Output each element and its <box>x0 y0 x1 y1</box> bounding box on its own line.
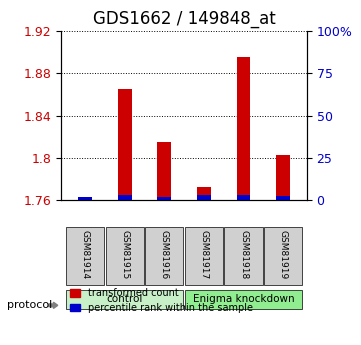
Bar <box>118 195 132 200</box>
FancyBboxPatch shape <box>106 227 144 285</box>
FancyBboxPatch shape <box>145 227 183 285</box>
Bar <box>276 196 290 200</box>
Text: GSM81914: GSM81914 <box>81 230 90 279</box>
FancyBboxPatch shape <box>264 227 302 285</box>
Text: GSM81917: GSM81917 <box>199 230 208 279</box>
Text: GSM81916: GSM81916 <box>160 230 169 279</box>
Bar <box>197 187 211 200</box>
Text: GSM81915: GSM81915 <box>120 230 129 279</box>
Bar <box>236 195 251 200</box>
Bar <box>197 195 211 200</box>
Title: GDS1662 / 149848_at: GDS1662 / 149848_at <box>93 10 275 28</box>
Legend: transformed count, percentile rank within the sample: transformed count, percentile rank withi… <box>66 284 257 317</box>
Bar <box>118 89 132 200</box>
FancyBboxPatch shape <box>66 290 183 309</box>
Bar <box>276 155 290 200</box>
Text: protocol: protocol <box>7 300 52 310</box>
Bar <box>157 197 171 200</box>
FancyBboxPatch shape <box>225 227 262 285</box>
Bar <box>157 142 171 200</box>
Text: control: control <box>106 294 143 304</box>
FancyBboxPatch shape <box>66 227 104 285</box>
Text: GSM81919: GSM81919 <box>279 230 288 279</box>
Bar <box>78 197 92 200</box>
Text: GSM81918: GSM81918 <box>239 230 248 279</box>
Bar <box>78 199 92 200</box>
FancyBboxPatch shape <box>185 290 302 309</box>
FancyBboxPatch shape <box>185 227 223 285</box>
Bar <box>236 58 251 200</box>
Text: Enigma knockdown: Enigma knockdown <box>193 294 294 304</box>
